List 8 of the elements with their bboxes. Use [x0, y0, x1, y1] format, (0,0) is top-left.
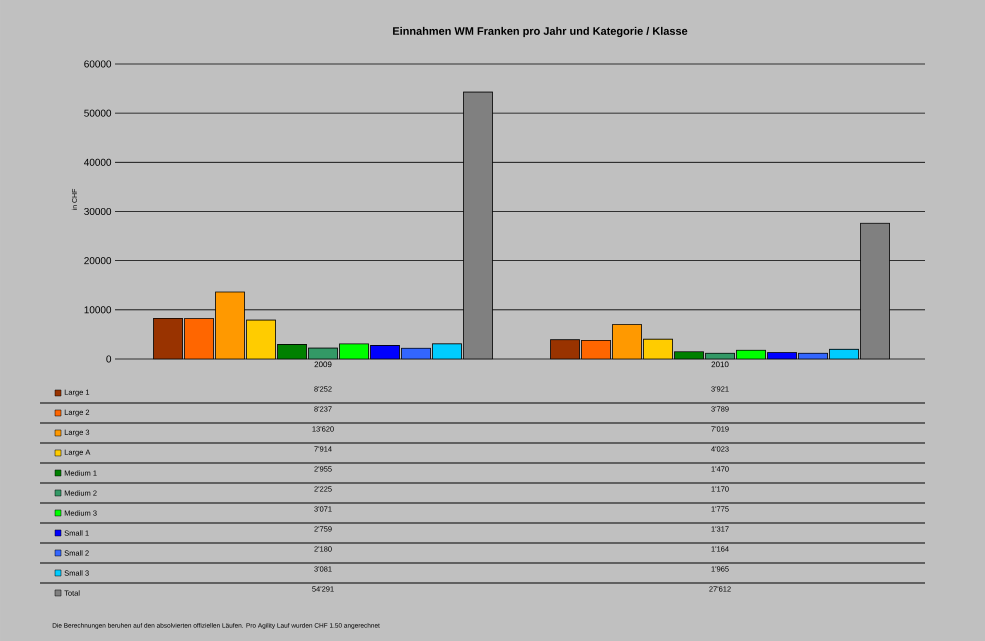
- y-tick-label: 0: [106, 355, 112, 363]
- y-tick-label: 60000: [84, 60, 112, 68]
- y-tick-label: 40000: [84, 158, 112, 166]
- y-tick-label: 20000: [84, 257, 112, 264]
- chart-title: Einnahmen WM Franken pro Jahr und Kategorie / Klasse: [393, 26, 688, 38]
- y-tick-label: 50000: [84, 110, 112, 117]
- y-tick-label: 10000: [84, 306, 112, 314]
- y-tick-label: 30000: [84, 208, 112, 216]
